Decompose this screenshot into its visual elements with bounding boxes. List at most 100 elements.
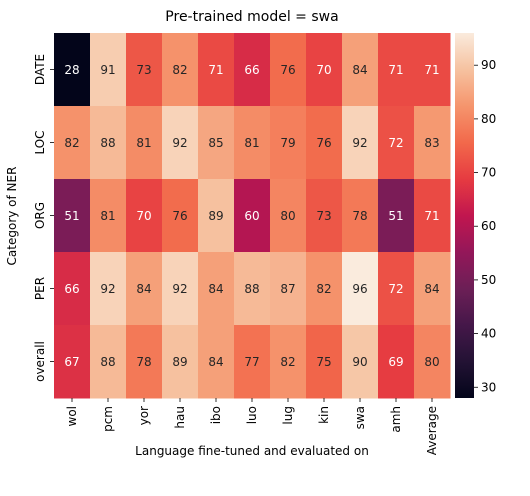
cell-value-label: 78 — [352, 209, 367, 223]
heatmap-cell — [342, 179, 379, 253]
heatmap-cell — [198, 325, 235, 399]
cell-value-label: 76 — [172, 209, 187, 223]
cell-value-label: 77 — [244, 355, 259, 369]
cell-value-label: 66 — [244, 63, 259, 77]
cell-value-label: 82 — [280, 355, 295, 369]
cell-value-label: 84 — [424, 282, 439, 296]
cell-value-label: 71 — [208, 63, 223, 77]
heatmap-cell — [90, 33, 127, 107]
cell-value-label: 71 — [388, 63, 403, 77]
x-tick-label: luo — [245, 406, 259, 424]
heatmap-cell — [126, 33, 163, 107]
x-tick-label: swa — [353, 406, 367, 429]
heatmap-cell — [414, 325, 451, 399]
cell-value-label: 84 — [352, 63, 367, 77]
heatmap-cell — [126, 252, 163, 326]
colorbar-tick-label: 70 — [481, 166, 496, 180]
cell-value-label: 71 — [424, 209, 439, 223]
x-tick-label: pcm — [101, 406, 115, 432]
heatmap-cell — [414, 33, 451, 107]
cell-value-label: 67 — [64, 355, 79, 369]
heatmap-cell — [162, 252, 199, 326]
heatmap-cell — [378, 33, 415, 107]
heatmap-cell — [90, 252, 127, 326]
colorbar-tick-label: 90 — [481, 58, 496, 72]
cell-value-label: 89 — [172, 355, 187, 369]
cell-value-label: 82 — [316, 282, 331, 296]
heatmap-cell — [414, 106, 451, 180]
heatmap-cell — [270, 179, 307, 253]
heatmap-cell — [198, 106, 235, 180]
cell-value-label: 83 — [424, 136, 439, 150]
heatmap-cell — [414, 252, 451, 326]
heatmap-cell — [198, 252, 235, 326]
heatmap-cell — [270, 33, 307, 107]
cell-value-label: 89 — [208, 209, 223, 223]
cell-value-label: 75 — [316, 355, 331, 369]
heatmap-cell — [126, 179, 163, 253]
cell-value-label: 82 — [64, 136, 79, 150]
cell-value-label: 69 — [388, 355, 403, 369]
cell-value-label: 90 — [352, 355, 367, 369]
heatmap-cell — [342, 33, 379, 107]
heatmap-cell — [306, 252, 343, 326]
y-axis-ticks: DATE LOC ORG PER overall — [33, 54, 54, 382]
heatmap-cell — [54, 33, 91, 107]
cell-value-label: 88 — [244, 282, 259, 296]
cell-value-label: 70 — [316, 63, 331, 77]
heatmap-cell — [198, 33, 235, 107]
heatmap-cell — [54, 325, 91, 399]
cell-value-label: 81 — [136, 136, 151, 150]
heatmap-cell — [162, 325, 199, 399]
cell-value-label: 79 — [280, 136, 295, 150]
heatmap-cell — [378, 252, 415, 326]
y-tick-label: overall — [33, 341, 47, 382]
heatmap-cell — [90, 325, 127, 399]
cell-value-label: 72 — [388, 282, 403, 296]
cell-value-label: 60 — [244, 209, 259, 223]
x-tick-label: lug — [281, 406, 295, 425]
heatmap-cell — [306, 33, 343, 107]
x-tick-label: wol — [65, 406, 79, 427]
heatmap-cell — [306, 325, 343, 399]
x-tick-label: Average — [425, 406, 439, 455]
cell-value-label: 51 — [388, 209, 403, 223]
heatmap-cell — [198, 179, 235, 253]
cell-value-label: 80 — [424, 355, 439, 369]
cell-value-label: 92 — [172, 136, 187, 150]
chart-title: Pre-trained model = swa — [165, 9, 338, 25]
cell-value-label: 85 — [208, 136, 223, 150]
x-tick-label: yor — [137, 406, 151, 425]
heatmap-cell — [90, 179, 127, 253]
cell-value-label: 88 — [100, 136, 115, 150]
cell-value-label: 28 — [64, 63, 79, 77]
heatmap-cell — [234, 252, 271, 326]
cell-value-label: 91 — [100, 63, 115, 77]
colorbar-tick-label: 80 — [481, 112, 496, 126]
x-axis-title: Language fine-tuned and evaluated on — [135, 444, 369, 458]
x-tick-label: kin — [317, 406, 331, 424]
y-tick-label: DATE — [33, 54, 47, 85]
heatmap-cell — [270, 252, 307, 326]
cell-value-label: 70 — [136, 209, 151, 223]
cell-value-label: 84 — [208, 355, 223, 369]
heatmap-cell — [306, 106, 343, 180]
cell-value-label: 92 — [100, 282, 115, 296]
cell-value-label: 92 — [172, 282, 187, 296]
heatmap-cell — [378, 106, 415, 180]
x-tick-label: amh — [389, 406, 403, 433]
y-tick-label: PER — [33, 277, 47, 300]
heatmap-cells: 28 91 73 82 71 66 76 70 84 71 71 82 88 81 92 85 81 79 76 92… — [54, 33, 451, 399]
heatmap-cell — [378, 325, 415, 399]
cell-value-label: 81 — [244, 136, 259, 150]
colorbar-ticks: 30 40 50 60 70 80 90 — [474, 58, 496, 394]
colorbar-tick-label: 30 — [481, 380, 496, 394]
cell-value-label: 72 — [388, 136, 403, 150]
colorbar-tick-label: 60 — [481, 219, 496, 233]
heatmap-cell — [270, 106, 307, 180]
colorbar-tick-label: 40 — [481, 327, 496, 341]
colorbar-tick-label: 50 — [481, 273, 496, 287]
x-tick-label: ibo — [209, 406, 223, 424]
heatmap-cell — [342, 106, 379, 180]
